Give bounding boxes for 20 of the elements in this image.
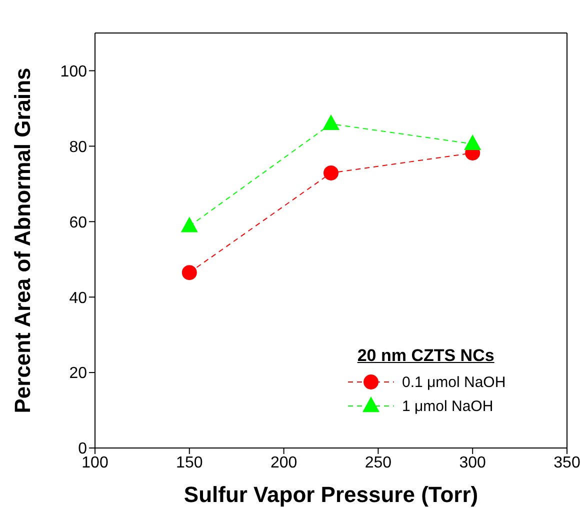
y-tick-label: 80 bbox=[69, 138, 88, 156]
point bbox=[464, 135, 481, 150]
point bbox=[182, 265, 197, 280]
point bbox=[181, 217, 198, 232]
point bbox=[324, 165, 338, 180]
point bbox=[322, 115, 340, 130]
x-tick-label: 250 bbox=[364, 454, 392, 472]
y-tick-label: 40 bbox=[69, 290, 88, 307]
x-tick-label: 150 bbox=[176, 454, 203, 472]
legend-label: 0.1 μmol NaOH bbox=[402, 374, 506, 390]
y-tick-label: 60 bbox=[69, 214, 88, 232]
y-axis-title: Percent Area of Abnormal Grains bbox=[10, 68, 35, 414]
legend-title: 20 nm CZTS NCs bbox=[356, 346, 496, 366]
x-tick-label: 350 bbox=[554, 454, 580, 472]
x-axis-title: Sulfur Vapor Pressure (Torr) bbox=[184, 482, 478, 507]
x-tick-label: 300 bbox=[459, 454, 486, 472]
y-tick-label: 100 bbox=[60, 63, 88, 80]
y-tick-label: 20 bbox=[69, 365, 88, 382]
x-tick-label: 200 bbox=[270, 454, 298, 472]
legend-label: 1 μmol NaOH bbox=[402, 398, 494, 414]
